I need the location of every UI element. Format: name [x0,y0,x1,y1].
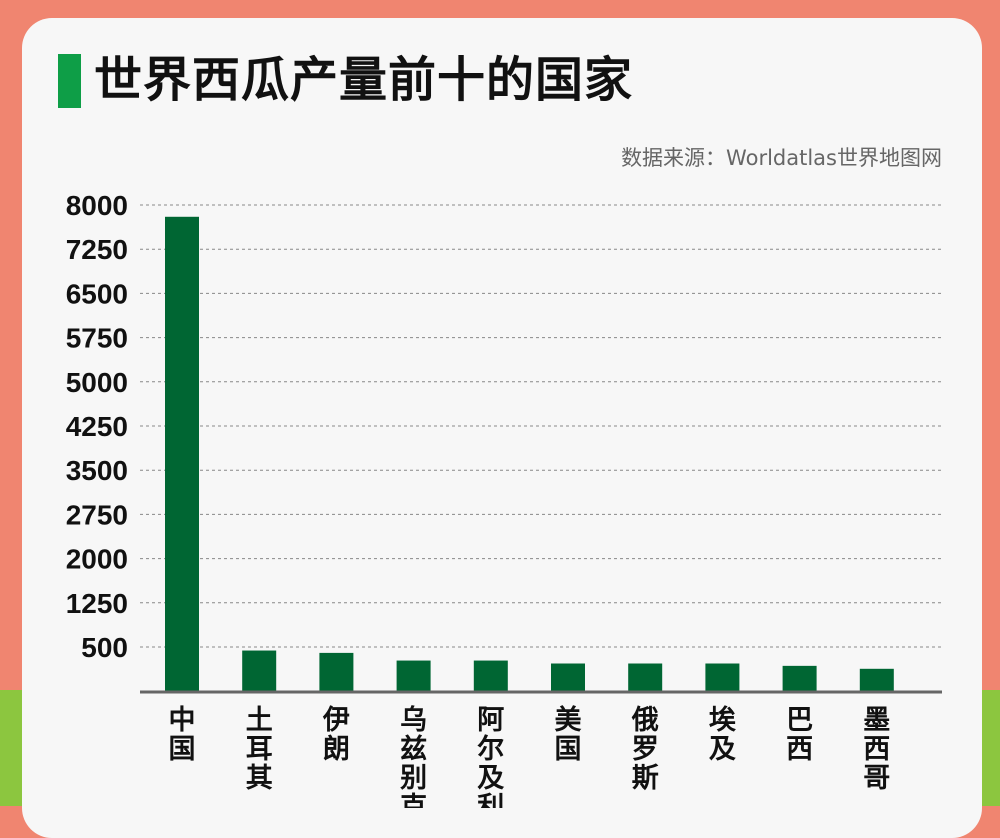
chart-card: 世界西瓜产量前十的国家 数据来源：Worldatlas世界地图网 8000 725… [22,18,982,838]
category-label: 美国 [555,704,582,765]
bar-4 [473,660,508,692]
y-tick-label: 6500 [66,278,128,309]
y-tick-label: 5000 [66,367,128,398]
category-label: 巴西 [786,705,813,765]
category-label: 埃及 [709,705,737,765]
y-tick-label: 8000 [66,190,128,221]
bar-chart: 8000 7250 6500 5750 5000 4250 3500 2750 2000 1250… [66,190,942,808]
category-label: 俄罗斯 [631,705,659,794]
y-tick-label: 2750 [66,499,128,530]
bar-1 [242,650,277,692]
category-label: 阿尔及利 [477,705,504,808]
bar-9 [859,668,894,692]
category-label: 乌兹别克 [400,704,427,808]
y-tick-label: 2000 [66,544,128,575]
category-label: 伊朗 [322,705,350,765]
title-accent-bar [58,54,81,108]
bar-8 [782,665,817,692]
data-source-note: 数据来源：Worldatlas世界地图网 [621,146,942,170]
bar-2 [319,652,354,692]
y-axis-ticks: 8000 7250 6500 5750 5000 4250 3500 2750 2000 1250… [66,190,128,663]
y-tick-label: 5750 [66,323,128,354]
grid-lines [140,204,942,648]
y-tick-label: 7250 [66,234,128,265]
y-tick-label: 4250 [66,411,128,442]
y-tick-label: 1250 [66,588,128,619]
y-tick-label: 500 [81,632,128,663]
bar-6 [628,663,663,692]
bar-5 [551,663,585,692]
category-label: 墨西哥 [863,705,890,794]
bar-3 [396,660,431,692]
bars [165,216,894,692]
category-label: 土耳其 [246,705,273,794]
bar-0 [165,216,199,692]
bar-7 [705,663,740,692]
page-title: 世界西瓜产量前十的国家 [94,52,634,108]
y-tick-label: 3500 [66,455,128,486]
category-label: 中国 [169,705,196,765]
